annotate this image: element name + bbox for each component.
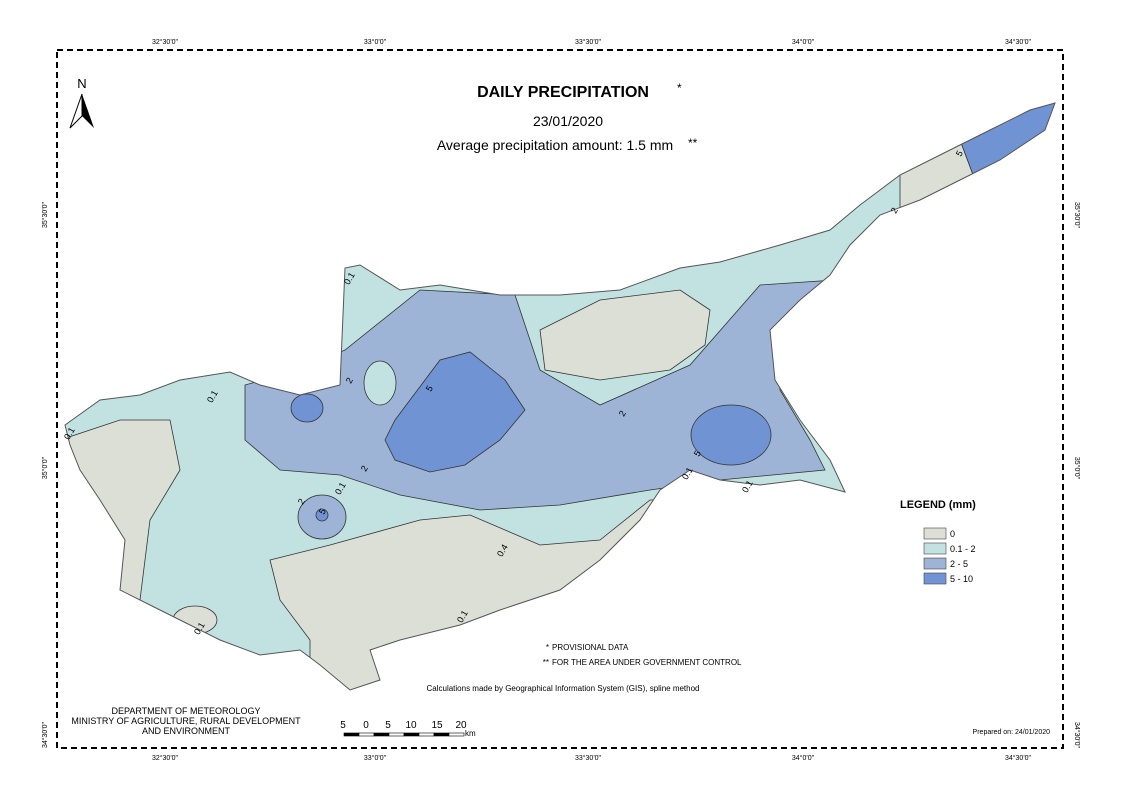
map-date: 23/01/2020	[533, 113, 603, 129]
latitude-label: 34°30'0"	[1073, 722, 1081, 749]
legend-label: 2 - 5	[950, 559, 968, 569]
contour-label: 5	[317, 507, 328, 516]
contour-label: 2	[296, 497, 307, 506]
legend-swatch	[923, 527, 947, 540]
scale-label: 15	[431, 720, 443, 731]
north-label: N	[77, 76, 86, 91]
latitude-label: 35°0'0"	[41, 456, 49, 479]
longitude-label: 34°30'0"	[1005, 38, 1032, 46]
latitude-label: 35°0'0"	[1073, 457, 1081, 480]
scale-segment	[403, 732, 420, 737]
scale-segment	[388, 732, 405, 737]
scale-label: 20	[455, 720, 467, 731]
contour-label: 2	[359, 464, 370, 473]
latitude-label: 35°30'0"	[1073, 202, 1081, 229]
footnote: FOR THE AREA UNDER GOVERNMENT CONTROL	[552, 658, 742, 667]
scale-segment	[343, 732, 360, 737]
north-arrow: N	[69, 76, 94, 129]
footnote: PROVISIONAL DATA	[552, 643, 629, 652]
zone-high	[384, 351, 526, 473]
map-frame	[56, 49, 1064, 749]
scale-segment	[448, 732, 465, 737]
scale-segment	[418, 732, 435, 737]
zone-none	[539, 289, 711, 381]
scale-segment	[358, 732, 375, 737]
longitude-label: 33°0'0"	[364, 754, 387, 762]
longitude-label: 32°30'0"	[152, 38, 179, 46]
department-line: AND ENVIRONMENT	[142, 726, 231, 736]
title-mark: *	[677, 81, 682, 95]
zone-high	[690, 404, 772, 466]
latitude-label: 34°30'0"	[41, 721, 49, 748]
scale-label: 10	[405, 720, 417, 731]
precipitation-zones	[65, 103, 1055, 690]
contour-label: 2	[344, 376, 355, 385]
zone-high	[290, 393, 324, 423]
scale-label: 0	[363, 720, 369, 731]
contour-label: 2	[889, 206, 900, 215]
scale-segment	[373, 732, 390, 737]
average-mark: **	[688, 136, 698, 150]
contour-label: 2	[617, 409, 628, 418]
longitude-label: 34°0'0"	[792, 754, 815, 762]
footnotes: * PROVISIONAL DATA** FOR THE AREA UNDER GO…	[543, 643, 742, 667]
department-line: MINISTRY OF AGRICULTURE, RURAL DEVELOPME…	[71, 716, 301, 726]
longitude-label: 34°30'0"	[1005, 754, 1032, 762]
prepared-date: Prepared on: 24/01/2020	[973, 729, 1051, 736]
department-line: DEPARTMENT OF METEOROLOGY	[111, 706, 260, 716]
scale-label: 5	[385, 720, 391, 731]
contour-label: 5	[692, 449, 703, 458]
legend-swatch	[923, 572, 947, 585]
legend-label: 0	[950, 529, 955, 539]
longitude-label: 33°0'0"	[364, 38, 387, 46]
zone-light-hole	[363, 360, 397, 406]
legend: 0 0.1 - 2 2 - 5 5 - 10	[923, 527, 976, 585]
latitude-label: 35°30'0"	[41, 201, 49, 228]
longitude-label: 33°30'0"	[575, 754, 602, 762]
scale-label: 5	[340, 720, 346, 731]
longitude-label: 34°0'0"	[792, 38, 815, 46]
legend-label: 0.1 - 2	[950, 544, 976, 554]
contour-label: 5	[954, 149, 965, 158]
scale-segment	[433, 732, 450, 737]
legend-swatch	[923, 557, 947, 570]
zone-high	[315, 508, 329, 522]
footnote-mark: **	[543, 658, 549, 667]
map-title: DAILY PRECIPITATION	[477, 84, 649, 101]
legend-swatch	[923, 542, 947, 555]
longitude-label: 33°30'0"	[575, 38, 602, 46]
longitude-label: 32°30'0"	[152, 754, 179, 762]
graticule: 32°30'0" 32°30'0" 33°0'0" 33°0'0" 33°30'0" 33…	[41, 38, 1081, 762]
coastline	[64, 102, 1056, 691]
legend-title: LEGEND (mm)	[900, 499, 976, 511]
scale-unit: km	[465, 729, 476, 738]
average-amount: Average precipitation amount: 1.5 mm	[437, 137, 673, 153]
contour-label: 5	[424, 384, 435, 393]
legend-label: 5 - 10	[950, 574, 973, 584]
method-note: Calculations made by Geographical Inform…	[426, 684, 699, 693]
footnote-mark: *	[546, 643, 549, 652]
